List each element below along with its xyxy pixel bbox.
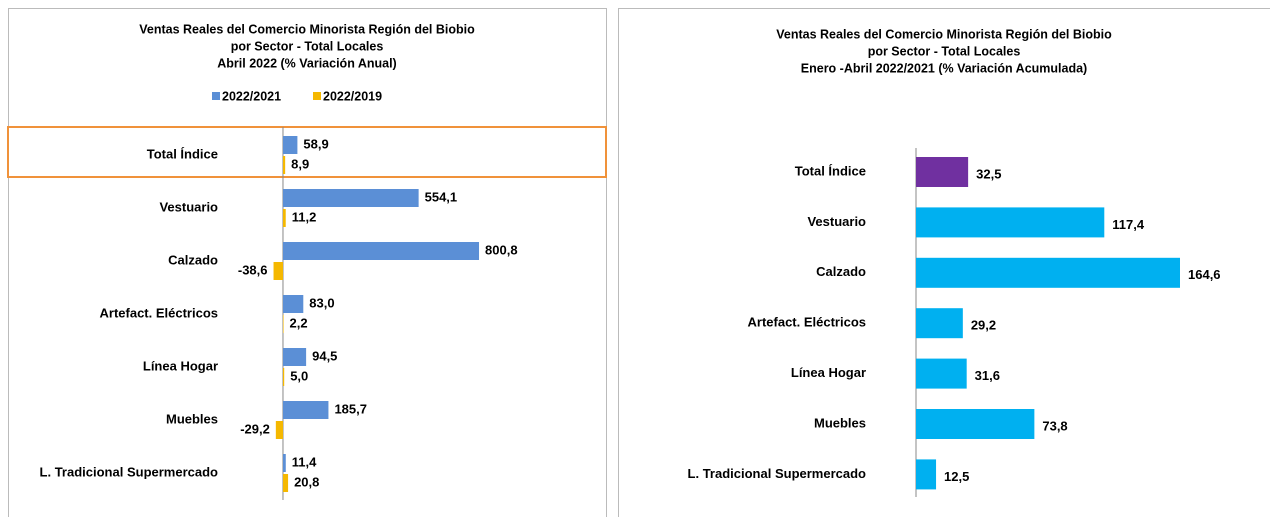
value-label: 94,5 [312, 348, 337, 363]
value-label: 8,9 [291, 156, 309, 171]
bar [282, 454, 286, 472]
category-label: Artefact. Eléctricos [100, 305, 219, 320]
value-label: -38,6 [238, 262, 268, 277]
category-label: Muebles [166, 411, 218, 426]
category-label: L. Tradicional Supermercado [40, 464, 218, 479]
category-label: Total Índice [795, 163, 866, 178]
bar [916, 207, 1105, 238]
value-label: 31,6 [975, 368, 1000, 383]
bar [282, 295, 304, 313]
legend-swatch [212, 92, 220, 100]
legend-label: 2022/2019 [323, 89, 382, 103]
legend-label: 2022/2021 [222, 89, 281, 103]
value-label: 5,0 [290, 368, 308, 383]
category-label: Línea Hogar [791, 365, 866, 380]
value-label: 185,7 [334, 401, 367, 416]
category-label: Muebles [814, 415, 866, 430]
chart-title: Ventas Reales del Comercio Minorista Reg… [776, 27, 1112, 41]
chart-title: por Sector - Total Locales [231, 39, 384, 53]
value-label: 2,2 [290, 315, 308, 330]
chart-title: Ventas Reales del Comercio Minorista Reg… [139, 22, 475, 36]
bar [916, 358, 967, 389]
bar [282, 242, 480, 260]
bar [916, 157, 969, 187]
value-label: 12,5 [944, 469, 969, 484]
chart-title: por Sector - Total Locales [868, 44, 1021, 58]
left-panel [8, 8, 607, 517]
value-label: 800,8 [485, 242, 518, 257]
bar [275, 421, 283, 439]
bar [916, 257, 1181, 288]
value-label: 29,2 [971, 318, 996, 333]
value-label: 554,1 [425, 189, 458, 204]
value-label: -29,2 [240, 421, 270, 436]
value-label: 164,6 [1188, 267, 1221, 282]
legend-swatch [313, 92, 321, 100]
right-panel [618, 8, 1270, 517]
category-label: Vestuario [807, 214, 866, 229]
value-label: 32,5 [976, 166, 1001, 181]
value-label: 11,4 [292, 454, 317, 469]
value-label: 58,9 [303, 136, 328, 151]
bar [282, 189, 419, 207]
value-label: 83,0 [309, 295, 334, 310]
value-label: 117,4 [1112, 217, 1145, 232]
bar [916, 409, 1035, 439]
value-label: 73,8 [1042, 418, 1067, 433]
bar [282, 368, 285, 386]
chart-title: Abril 2022 (% Variación Anual) [217, 56, 396, 70]
bar [282, 156, 286, 174]
chart-title: Enero -Abril 2022/2021 (% Variación Acum… [801, 61, 1087, 75]
bar [282, 209, 286, 227]
bar [282, 474, 289, 492]
category-label: Calzado [816, 264, 866, 279]
category-label: L. Tradicional Supermercado [688, 466, 866, 481]
bar [282, 348, 307, 366]
category-label: Línea Hogar [143, 358, 218, 373]
bar [273, 262, 283, 280]
bar [916, 459, 937, 490]
bar [282, 136, 298, 154]
bar [282, 315, 284, 333]
category-label: Calzado [168, 252, 218, 267]
value-label: 20,8 [294, 474, 319, 489]
highlight-box [7, 126, 607, 178]
bar [282, 401, 329, 419]
category-label: Artefact. Eléctricos [748, 315, 867, 330]
category-label: Total Índice [147, 146, 218, 161]
bar [916, 308, 963, 339]
category-label: Vestuario [159, 199, 218, 214]
value-label: 11,2 [292, 209, 317, 224]
